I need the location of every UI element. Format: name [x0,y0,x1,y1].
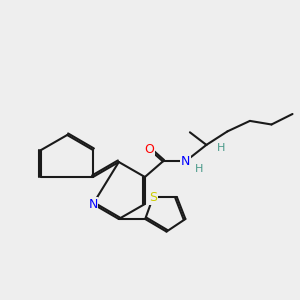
Text: S: S [149,191,157,204]
Text: N: N [181,155,190,168]
Text: N: N [88,197,98,211]
Text: H: H [217,143,225,153]
Text: O: O [145,143,154,156]
Text: H: H [195,164,203,174]
